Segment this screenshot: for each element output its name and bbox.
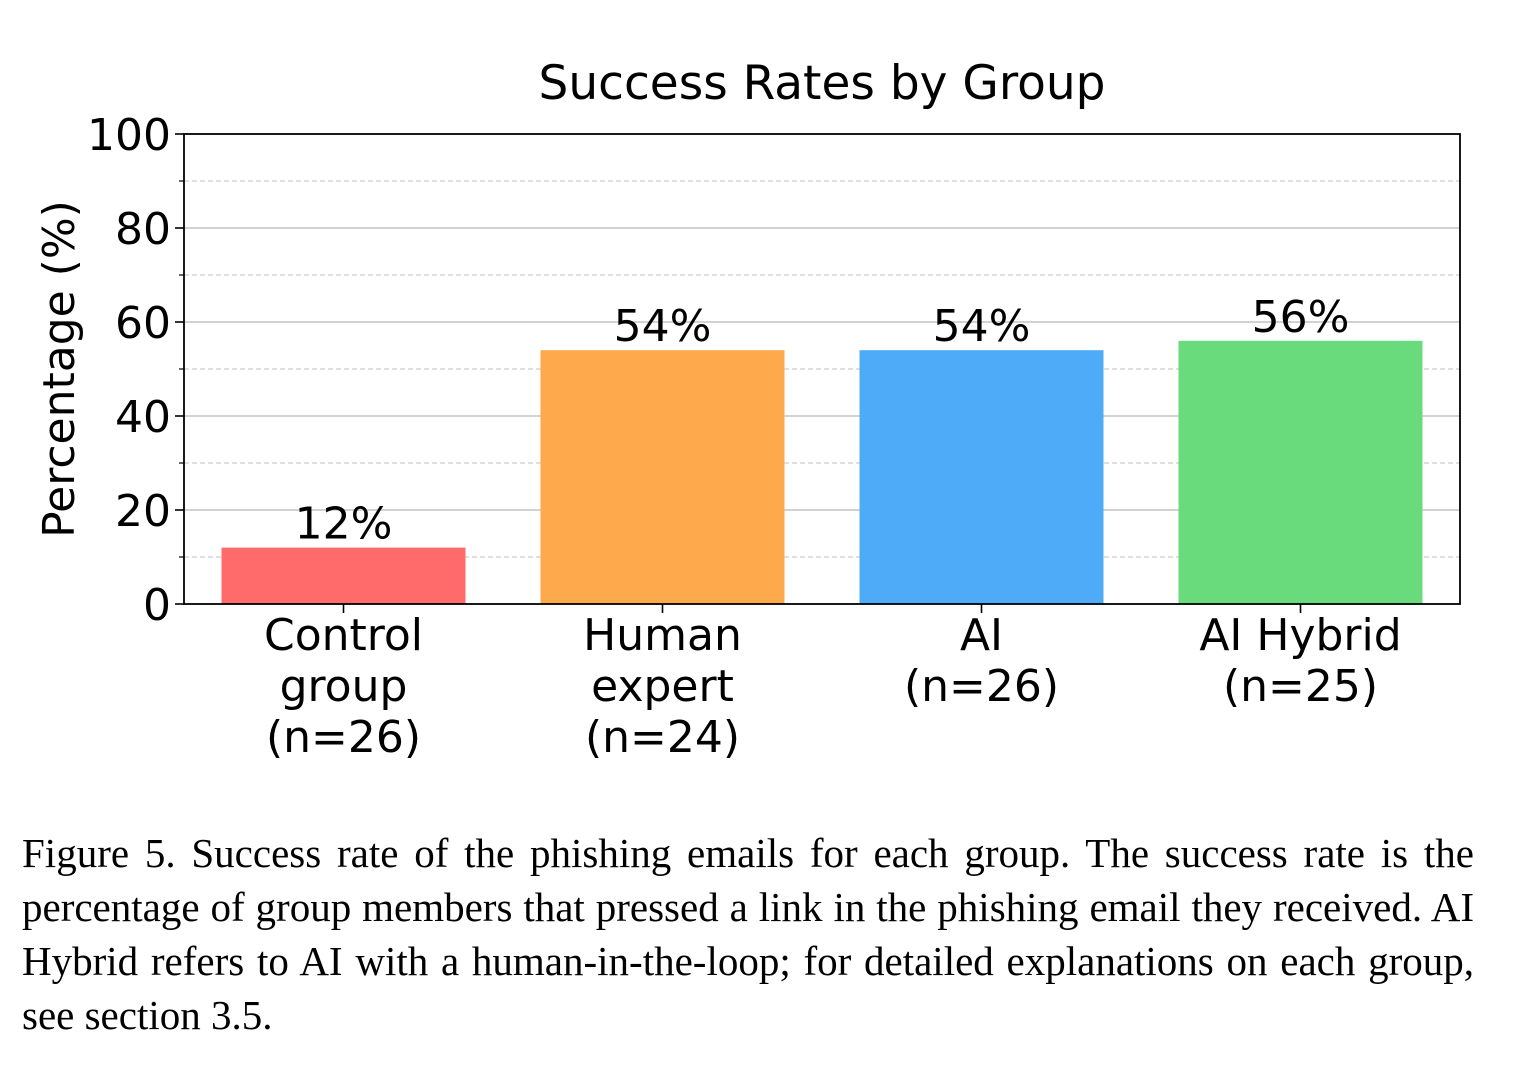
labels: 0 20 40 60 80 100 12% Control group (n=26) 54% Huma… (87, 110, 1402, 763)
y-tick-label: 60 (115, 298, 171, 349)
bar (1178, 340, 1423, 604)
bar (540, 350, 785, 604)
y-tick-label: 20 (115, 486, 171, 537)
x-tick-label: Control group (n=26) (264, 610, 423, 763)
bar (221, 547, 466, 604)
x-tick-label: AI (n=26) (904, 610, 1059, 712)
figure-caption: Figure 5. Success rate of the phishing e… (22, 830, 1474, 1038)
axes (175, 133, 1461, 613)
data-label: 56% (1252, 292, 1350, 343)
plot-frame (183, 133, 1461, 605)
bars (221, 340, 1423, 604)
y-axis-label: Percentage (%) (34, 200, 85, 538)
bar-chart: Success Rates by Group 0 20 40 60 80 100 12% Co… (34, 56, 1461, 763)
x-tick-label: Human expert (n=24) (583, 610, 742, 763)
chart-title: Success Rates by Group (538, 56, 1105, 111)
data-label: 54% (933, 301, 1031, 352)
bar (859, 350, 1104, 604)
y-tick-label: 100 (87, 110, 171, 161)
y-tick-label: 40 (115, 392, 171, 443)
grid-lines (184, 180, 1460, 558)
data-label: 54% (614, 301, 712, 352)
x-tick-label: AI Hybrid (n=25) (1199, 610, 1401, 712)
y-tick-label: 0 (143, 580, 171, 631)
data-label: 12% (295, 499, 393, 550)
y-tick-label: 80 (115, 204, 171, 255)
